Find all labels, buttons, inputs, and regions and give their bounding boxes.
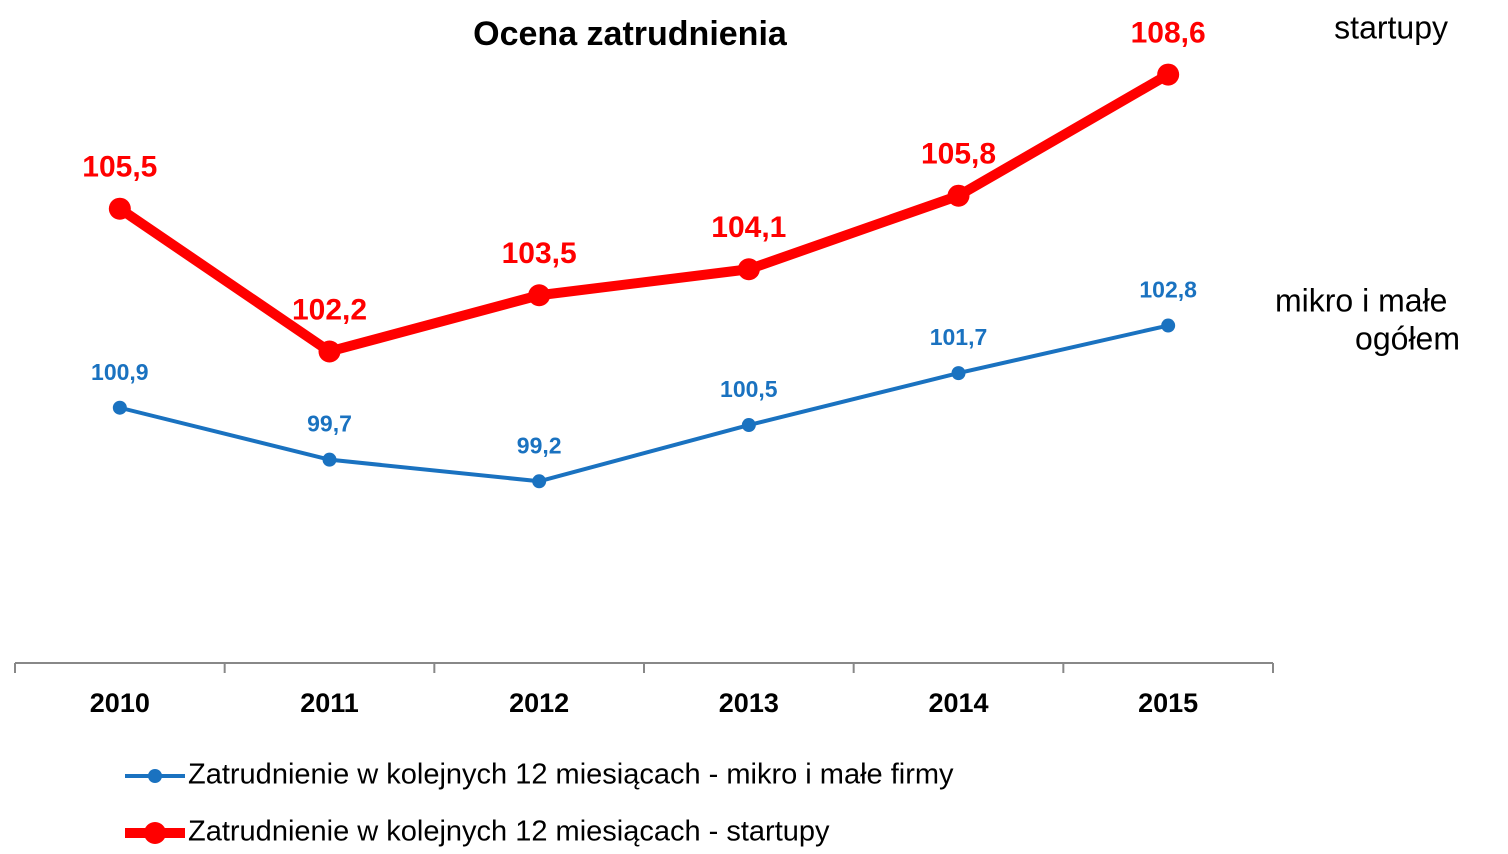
data-label: 100,9 [91, 359, 149, 385]
legend-marker [148, 769, 162, 783]
point [108, 197, 131, 220]
x-tick-label: 2015 [1138, 688, 1198, 718]
annotation: startupy [1334, 9, 1448, 45]
data-label: 100,5 [720, 376, 778, 402]
point [322, 452, 337, 467]
data-label: 102,8 [1139, 277, 1197, 303]
annotation: mikro i małe [1275, 282, 1447, 318]
point [1161, 318, 1176, 333]
x-tick-label: 2010 [90, 688, 150, 718]
point [112, 400, 127, 415]
series-line [117, 70, 1171, 357]
point [532, 474, 547, 489]
point [741, 418, 756, 433]
x-tick-label: 2013 [719, 688, 779, 718]
legend-marker [144, 822, 166, 844]
data-label: 101,7 [930, 324, 988, 350]
data-label: 99,7 [307, 411, 352, 437]
annotation: ogółem [1355, 320, 1460, 356]
x-tick-label: 2012 [509, 688, 569, 718]
point [737, 258, 760, 281]
legend-label: Zatrudnienie w kolejnych 12 miesiącach -… [188, 759, 954, 791]
legend-label: Zatrudnienie w kolejnych 12 miesiącach -… [188, 816, 830, 848]
data-label: 105,8 [921, 138, 996, 171]
data-label: 99,2 [517, 432, 562, 458]
data-label: 102,2 [292, 293, 367, 326]
x-tick-label: 2011 [300, 688, 359, 718]
data-label: 105,5 [82, 151, 157, 184]
point [951, 366, 966, 381]
point [1157, 63, 1180, 86]
point [528, 284, 551, 307]
point [947, 184, 970, 207]
series-line [119, 323, 1169, 484]
point [318, 340, 341, 363]
data-label: 103,5 [502, 237, 577, 270]
x-tick-label: 2014 [928, 688, 988, 718]
data-label: 104,1 [711, 211, 786, 244]
data-label: 108,6 [1131, 16, 1206, 49]
chart-title: Ocena zatrudnienia [473, 15, 788, 53]
